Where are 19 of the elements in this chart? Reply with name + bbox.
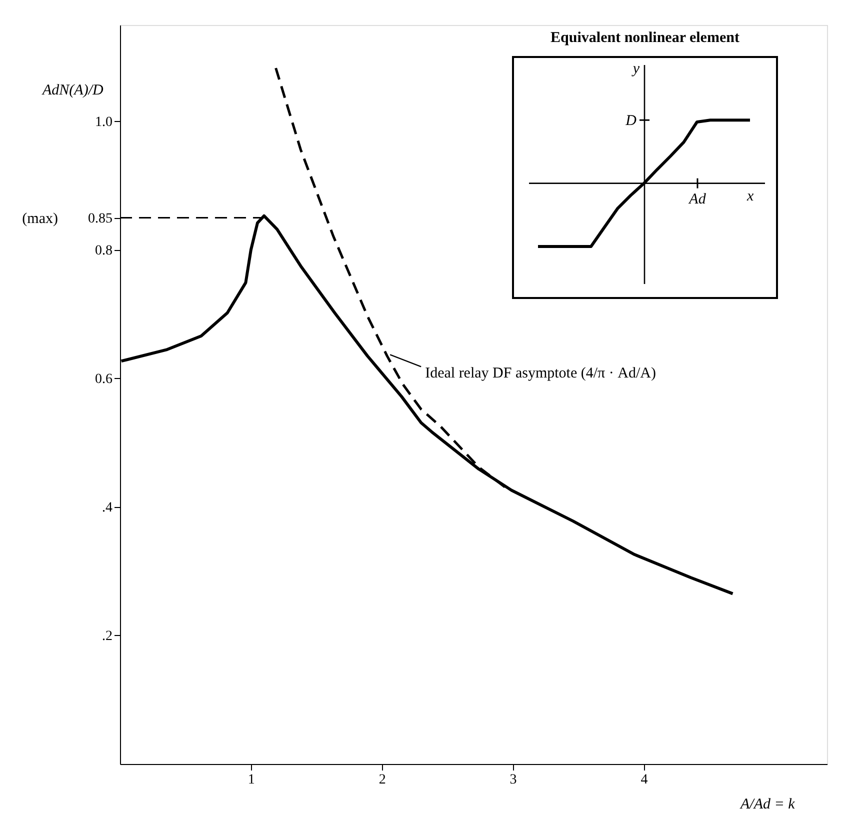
y-axis-title: y (630, 61, 640, 77)
x-axis-title: x (746, 188, 754, 204)
y-tick-label: .2 (102, 628, 112, 644)
y-tick-label: 0.6 (95, 372, 112, 387)
annotation: D (624, 113, 637, 130)
ref-line-label: (max) (22, 210, 58, 227)
y-tick-label: 0.8 (95, 243, 112, 258)
chart-title: Equivalent nonlinear element (550, 30, 740, 46)
x-tick-label: 2 (378, 772, 386, 788)
y-tick-label: 0.85 (88, 211, 112, 226)
y-tick-label: 1.0 (95, 114, 112, 130)
annotation: Ideal relay DF asymptote (4/π · Ad/A) (425, 366, 656, 382)
x-tick-label: 4 (640, 772, 648, 788)
x-tick-label: 1 (248, 772, 255, 788)
x-axis-title: A/Ad = k (740, 796, 796, 812)
annotation: Ad (688, 191, 706, 208)
y-tick-label: .4 (102, 500, 112, 516)
y-axis-title: AdN(A)/D (42, 82, 104, 98)
x-tick-label: 3 (510, 772, 517, 788)
